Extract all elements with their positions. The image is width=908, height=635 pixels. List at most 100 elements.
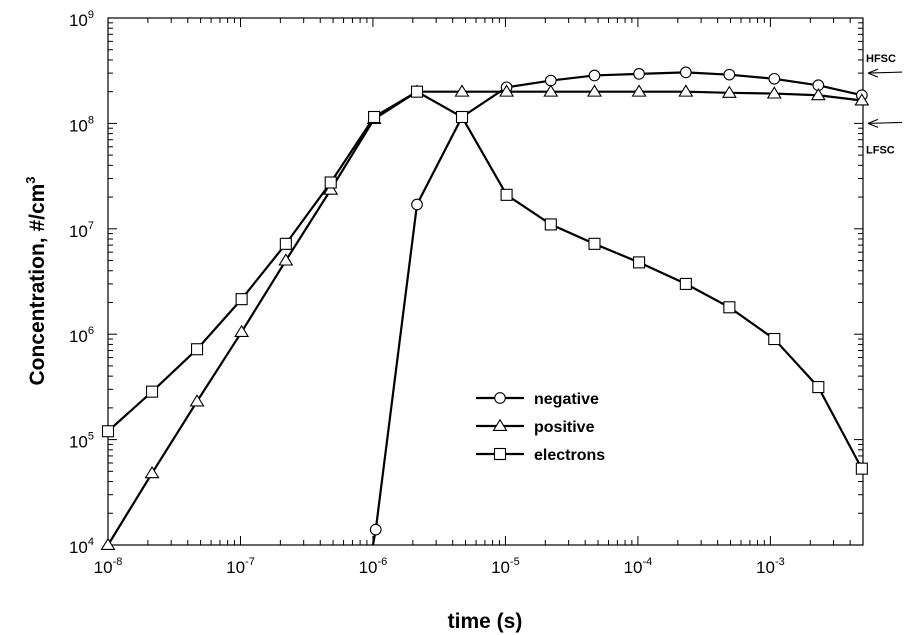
x-tick-label-exp: -5 [510,556,520,568]
annotation-arrow-shaft [867,71,903,74]
annotation-arrow-head [867,68,879,78]
y-tick-label: 107 [69,220,94,241]
data-point-positive [766,86,782,99]
y-tick-label: 105 [69,431,94,452]
x-tick-label-base: 10 [226,558,245,577]
data-point-electrons [455,110,469,124]
data-point-positive [454,84,470,97]
series-layer [100,66,870,551]
legend-label-positive: positive [534,419,595,436]
legend-entry-negative: negative [476,391,599,408]
data-point-electrons [500,188,513,201]
legend-entry-positive: positive [476,418,595,436]
annotation-lfsc: LFSC [866,118,903,156]
y-tick-label-exp: 9 [88,9,94,21]
legend-marker-electrons [493,447,507,461]
x-tick-label: 10-5 [491,556,520,577]
y-tick-label-exp: 5 [88,431,94,443]
x-tick-label-exp: -7 [245,556,255,568]
annotations: HFSC LFSC [866,53,903,156]
x-tick-label-base: 10 [359,558,378,577]
x-tick-label: 10-6 [359,556,388,577]
x-tick-label: 10-8 [94,556,123,577]
data-point-positive [631,84,647,97]
annotation-label: HFSC [866,53,896,65]
axis-ticks: 10-8 10-7 10-6 10-5 10-4 10-31041051061071081… [69,9,864,577]
series-positive [100,84,870,551]
data-point-positive [721,85,737,98]
x-tick-label-exp: -3 [775,556,785,568]
series-negative [369,66,868,546]
y-tick-label-exp: 7 [88,220,94,232]
data-point-electrons [588,237,601,250]
y-axis-title-main: Concentration, #/cm [26,184,49,386]
data-point-positive [278,253,294,266]
legend-marker-positive [492,418,508,432]
data-point-electrons [368,110,381,124]
data-point-electrons [279,237,292,250]
data-point-electrons [633,256,646,269]
data-point-negative [723,68,736,81]
legend-entry-electrons: electrons [476,447,605,464]
data-point-positive [810,87,826,101]
data-point-electrons [855,462,868,475]
data-point-negative [369,523,382,536]
data-point-electrons [235,293,248,306]
annotation-label: LFSC [866,144,895,156]
legend: negative positive electrons [476,391,605,464]
data-point-electrons [410,85,424,98]
x-axis-title: time (s) [448,610,523,633]
x-tick-label: 10-3 [756,556,785,577]
data-point-electrons [324,176,337,189]
data-point-positive [144,465,160,479]
data-point-negative [679,66,692,79]
data-point-negative [768,72,781,85]
data-point-electrons [812,381,825,394]
data-point-negative [544,74,557,87]
data-point-electrons [145,385,159,398]
x-tick-label-base: 10 [756,558,775,577]
x-tick-label-base: 10 [491,558,510,577]
data-point-electrons [101,425,115,438]
data-point-positive [234,324,250,337]
data-point-electrons [723,301,736,314]
legend-label-negative: negative [534,391,599,408]
y-axis-title: Concentration, #/cm3 [23,176,49,385]
y-tick-label: 109 [69,9,94,30]
x-tick-label-exp: -4 [642,556,652,568]
series-line-positive [107,90,862,546]
y-tick-label-base: 10 [69,222,88,241]
y-axis-title-sup: 3 [23,176,38,183]
data-point-positive [586,84,602,97]
plot-frame [107,17,864,546]
x-tick-label-exp: -8 [113,556,123,568]
data-point-electrons [768,332,781,346]
x-tick-label-base: 10 [94,558,113,577]
legend-marker-negative [494,392,506,404]
x-tick-label: 10-7 [226,556,255,577]
data-point-positive [543,84,559,97]
data-point-positive [678,84,694,97]
data-point-positive [100,537,116,551]
data-point-electrons [544,218,557,231]
y-tick-label-base: 10 [69,116,88,135]
data-point-negative [633,68,645,80]
data-point-positive [854,93,870,106]
data-point-positive [499,84,515,97]
x-tick-label-base: 10 [624,558,643,577]
data-point-electrons [190,343,204,356]
y-tick-label: 104 [69,536,94,557]
series-line-electrons [107,90,863,470]
y-tick-label-exp: 6 [88,325,94,337]
y-tick-label-base: 10 [69,538,88,557]
annotation-arrow-head [867,118,879,128]
y-tick-label-exp: 8 [88,114,94,126]
x-tick-label-exp: -6 [378,556,388,568]
y-tick-label-base: 10 [69,433,88,452]
y-tick-label-exp: 4 [88,536,94,548]
data-point-electrons [679,277,692,290]
y-tick-label-base: 10 [69,11,88,30]
annotation-hfsc: HFSC [866,53,903,78]
annotation-arrow-shaft [867,121,903,124]
